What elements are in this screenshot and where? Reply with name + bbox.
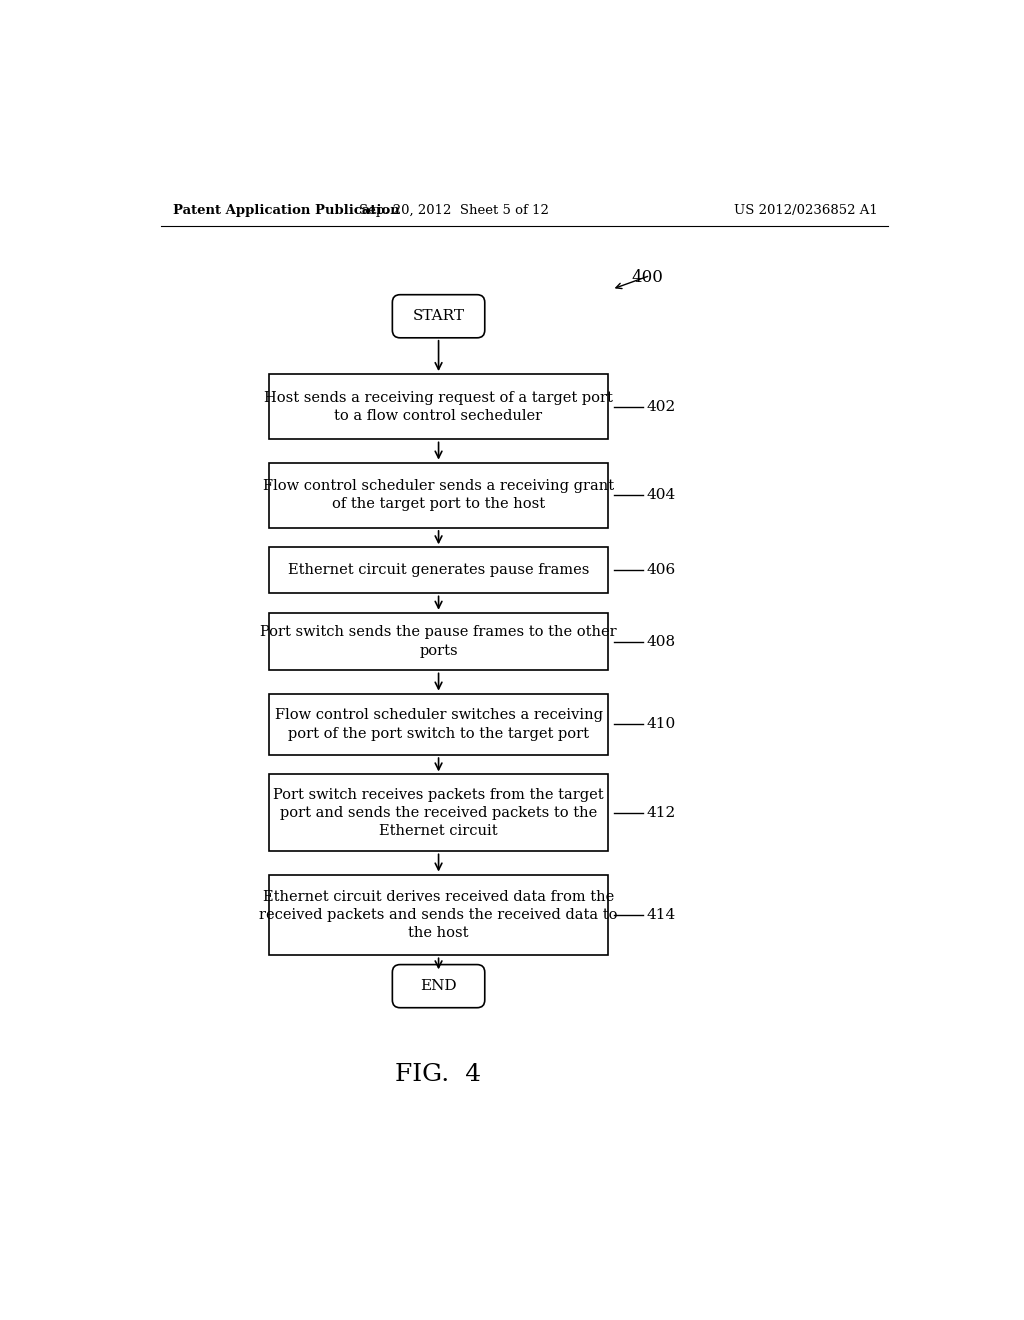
FancyBboxPatch shape (269, 693, 608, 755)
Text: 410: 410 (646, 717, 676, 731)
FancyBboxPatch shape (269, 374, 608, 440)
FancyBboxPatch shape (269, 462, 608, 528)
FancyBboxPatch shape (392, 294, 484, 338)
Text: Port switch receives packets from the target
port and sends the received packets: Port switch receives packets from the ta… (273, 788, 604, 838)
FancyBboxPatch shape (269, 775, 608, 851)
FancyBboxPatch shape (392, 965, 484, 1007)
Text: 414: 414 (646, 908, 676, 921)
Text: FIG.  4: FIG. 4 (395, 1063, 481, 1086)
Text: Flow control scheduler switches a receiving
port of the port switch to the targe: Flow control scheduler switches a receiv… (274, 708, 602, 741)
FancyBboxPatch shape (269, 612, 608, 671)
FancyBboxPatch shape (269, 548, 608, 594)
Text: Sep. 20, 2012  Sheet 5 of 12: Sep. 20, 2012 Sheet 5 of 12 (359, 205, 549, 218)
Text: US 2012/0236852 A1: US 2012/0236852 A1 (734, 205, 878, 218)
Text: Host sends a receiving request of a target port
to a flow control secheduler: Host sends a receiving request of a targ… (264, 391, 613, 422)
Text: 404: 404 (646, 488, 676, 503)
Text: START: START (413, 309, 465, 323)
Text: 406: 406 (646, 564, 676, 577)
Text: END: END (420, 979, 457, 993)
Text: 402: 402 (646, 400, 676, 413)
Text: Ethernet circuit generates pause frames: Ethernet circuit generates pause frames (288, 564, 589, 577)
Text: Patent Application Publication: Patent Application Publication (173, 205, 399, 218)
Text: Port switch sends the pause frames to the other
ports: Port switch sends the pause frames to th… (260, 626, 616, 657)
Text: Flow control scheduler sends a receiving grant
of the target port to the host: Flow control scheduler sends a receiving… (263, 479, 614, 511)
Text: 408: 408 (646, 635, 676, 648)
Text: 400: 400 (631, 269, 663, 286)
Text: Ethernet circuit derives received data from the
received packets and sends the r: Ethernet circuit derives received data f… (259, 890, 617, 940)
Text: 412: 412 (646, 807, 676, 820)
FancyBboxPatch shape (269, 874, 608, 956)
